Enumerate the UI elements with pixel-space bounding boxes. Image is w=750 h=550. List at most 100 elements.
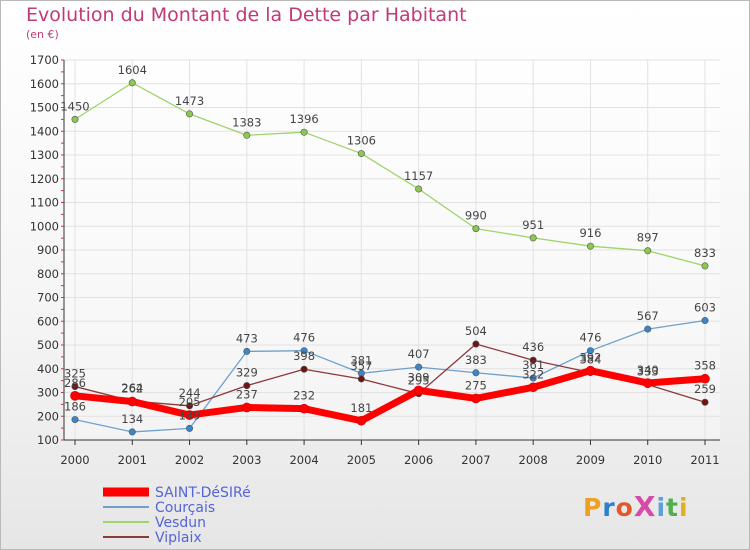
y-tick-label: 1000 xyxy=(30,219,59,233)
legend-label: Viplaix xyxy=(155,530,202,546)
x-tick-label: 2003 xyxy=(232,453,261,467)
data-label: 244 xyxy=(179,386,201,400)
series-point xyxy=(529,374,537,382)
series-point xyxy=(472,225,480,233)
data-label: 357 xyxy=(350,359,372,373)
data-label: 361 xyxy=(522,358,544,372)
series-line-1 xyxy=(74,319,706,433)
proxiti-logo: ProXiti xyxy=(583,490,689,523)
x-tick-label: 2008 xyxy=(519,453,548,467)
series-point xyxy=(529,234,537,242)
series-point xyxy=(701,398,709,406)
data-label: 384 xyxy=(579,353,601,367)
series-point xyxy=(528,382,538,393)
data-label: 309 xyxy=(408,370,430,384)
series-point xyxy=(642,378,653,388)
series-point xyxy=(186,424,194,432)
series-point xyxy=(186,110,194,118)
x-tick-label: 2010 xyxy=(633,453,662,467)
x-tick-label: 2011 xyxy=(690,453,719,467)
y-tick-label: 100 xyxy=(37,433,59,447)
data-label: 262 xyxy=(121,382,143,396)
data-label: 476 xyxy=(293,331,315,345)
y-tick-label: 1200 xyxy=(30,172,59,186)
series-point xyxy=(300,365,308,373)
series-point xyxy=(644,325,652,333)
y-tick-label: 1500 xyxy=(30,101,59,115)
data-label: 504 xyxy=(465,324,487,338)
data-label: 275 xyxy=(465,378,487,392)
y-tick-label: 1700 xyxy=(30,53,59,67)
data-label: 990 xyxy=(465,209,487,223)
y-tick-label: 200 xyxy=(37,409,59,423)
x-tick-label: 2005 xyxy=(347,453,376,467)
series-point xyxy=(243,131,251,139)
data-label: 259 xyxy=(694,382,716,396)
y-tick-label: 500 xyxy=(37,338,59,352)
series-point xyxy=(415,185,423,193)
x-tick-label: 2002 xyxy=(175,453,204,467)
series-line-0 xyxy=(71,367,709,425)
y-tick-label: 1600 xyxy=(30,77,59,91)
series-point xyxy=(415,363,423,371)
data-label: 1450 xyxy=(60,99,89,113)
data-label: 295 xyxy=(408,374,430,388)
data-label: 205 xyxy=(179,395,201,409)
data-label: 186 xyxy=(64,400,86,414)
series-point xyxy=(242,402,252,413)
series-point xyxy=(471,393,481,404)
data-label: 833 xyxy=(694,246,716,260)
series-point xyxy=(300,347,308,355)
y-tick-label: 700 xyxy=(37,291,59,305)
data-label: 322 xyxy=(522,367,544,381)
series-point xyxy=(472,340,480,348)
data-label: 264 xyxy=(121,381,143,395)
legend-label: SAINT-DéSIRé xyxy=(155,485,251,501)
y-tick-label: 1400 xyxy=(30,124,59,138)
data-label: 1306 xyxy=(347,134,376,148)
y-tick-label: 1300 xyxy=(30,148,59,162)
y-tick-label: 600 xyxy=(37,314,59,328)
data-label: 358 xyxy=(694,359,716,373)
data-label: 1396 xyxy=(289,112,318,126)
data-label: 897 xyxy=(637,231,659,245)
data-label: 329 xyxy=(236,366,258,380)
series-point xyxy=(299,403,309,414)
series-point xyxy=(529,356,537,364)
x-tick-label: 2001 xyxy=(118,453,147,467)
x-tick-label: 2004 xyxy=(289,453,318,467)
data-label: 398 xyxy=(293,349,315,363)
series-point xyxy=(586,242,594,250)
series-line-2 xyxy=(74,82,706,267)
x-tick-label: 2007 xyxy=(461,453,490,467)
series-point xyxy=(644,247,652,255)
series-point xyxy=(243,347,251,355)
data-label: 603 xyxy=(694,301,716,315)
series-point xyxy=(127,396,138,407)
series-point xyxy=(71,416,79,424)
series-point xyxy=(184,410,195,420)
data-label: 951 xyxy=(522,218,544,232)
x-tick-label: 2006 xyxy=(404,453,433,467)
series-point xyxy=(357,375,365,383)
series-point xyxy=(300,128,308,136)
data-label: 340 xyxy=(637,363,659,377)
chart-subtitle: (en €) xyxy=(26,28,59,41)
data-label: 1604 xyxy=(118,63,147,77)
series-point xyxy=(701,317,709,325)
series-point xyxy=(128,428,136,436)
series-point xyxy=(586,347,594,355)
data-label: 476 xyxy=(579,331,601,345)
data-label: 1157 xyxy=(404,169,433,183)
data-label: 149 xyxy=(179,408,201,422)
data-label: 181 xyxy=(350,401,372,415)
chart-title: Evolution du Montant de la Dette par Hab… xyxy=(26,4,467,26)
series-point xyxy=(701,262,709,270)
series-point xyxy=(128,79,136,87)
series-point xyxy=(186,402,194,410)
series-point xyxy=(413,385,424,396)
series-point xyxy=(357,150,365,158)
y-tick-label: 300 xyxy=(37,386,59,400)
